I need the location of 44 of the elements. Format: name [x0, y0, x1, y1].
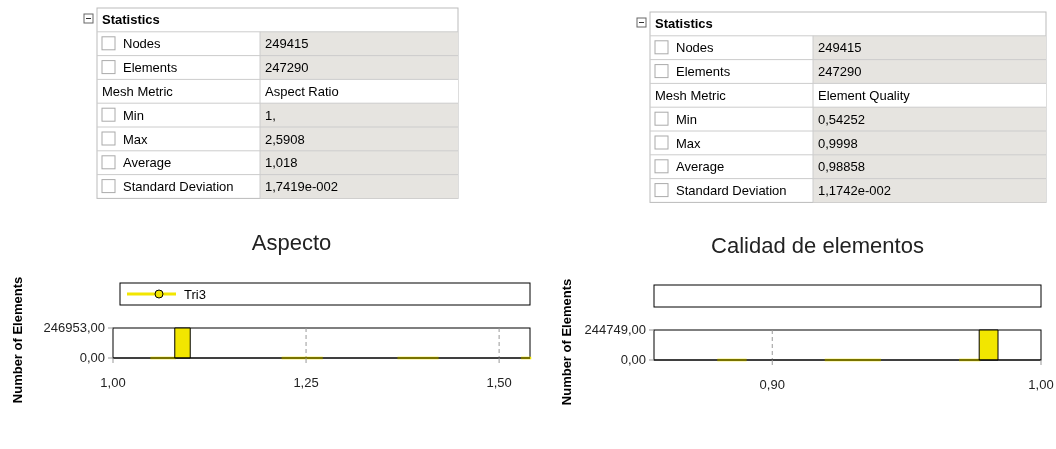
y-axis-title: Number of Elements	[10, 276, 25, 404]
text: Mesh Metric	[655, 87, 727, 103]
y-tick-label: 244749,00	[584, 322, 646, 337]
text: 1,018	[265, 155, 298, 171]
legend-label: Tri3	[184, 287, 206, 302]
text: Average	[123, 155, 172, 171]
text: Max	[676, 135, 702, 151]
text: Statistics	[102, 12, 160, 27]
text: Mesh Metric	[102, 83, 174, 99]
text: Min	[676, 111, 697, 127]
chart-title: Aspecto	[251, 230, 332, 255]
text: Min	[123, 107, 144, 123]
text: Elements	[676, 64, 731, 80]
text: 1,	[265, 107, 276, 123]
text: 2,5908	[265, 131, 305, 147]
x-tick-label: 1,25	[293, 375, 319, 390]
text: 249415	[818, 40, 862, 56]
x-tick-label: 1,00	[100, 375, 126, 390]
text: Nodes	[676, 40, 715, 56]
y-axis-title: Number of Elements	[559, 278, 574, 406]
x-tick-label: 0,90	[759, 377, 785, 392]
text: Standard Deviation	[123, 179, 234, 195]
text: Statistics	[655, 16, 713, 31]
y-tick-label: 0,00	[620, 352, 646, 367]
text: Standard Deviation	[676, 183, 787, 199]
y-tick-label: 0,00	[79, 350, 105, 365]
text: 1,1742e-002	[818, 183, 892, 199]
text: Elements	[123, 60, 178, 76]
text: 1,7419e-002	[265, 179, 339, 195]
text: 0,9998	[818, 135, 858, 151]
text: Element Quality	[818, 87, 911, 103]
text: 247290	[265, 60, 309, 76]
text: 249415	[265, 36, 309, 52]
text: Nodes	[123, 36, 162, 52]
text: 247290	[818, 64, 862, 80]
chart-title: Calidad de elementos	[711, 233, 924, 258]
text: Aspect Ratio	[265, 83, 339, 99]
text: Average	[676, 159, 725, 175]
x-tick-label: 1,50	[486, 375, 512, 390]
text: 0,54252	[818, 111, 865, 127]
x-tick-label: 1,00	[1028, 377, 1054, 392]
text: 0,98858	[818, 159, 865, 175]
text: Max	[123, 131, 149, 147]
y-tick-label: 246953,00	[43, 320, 105, 335]
